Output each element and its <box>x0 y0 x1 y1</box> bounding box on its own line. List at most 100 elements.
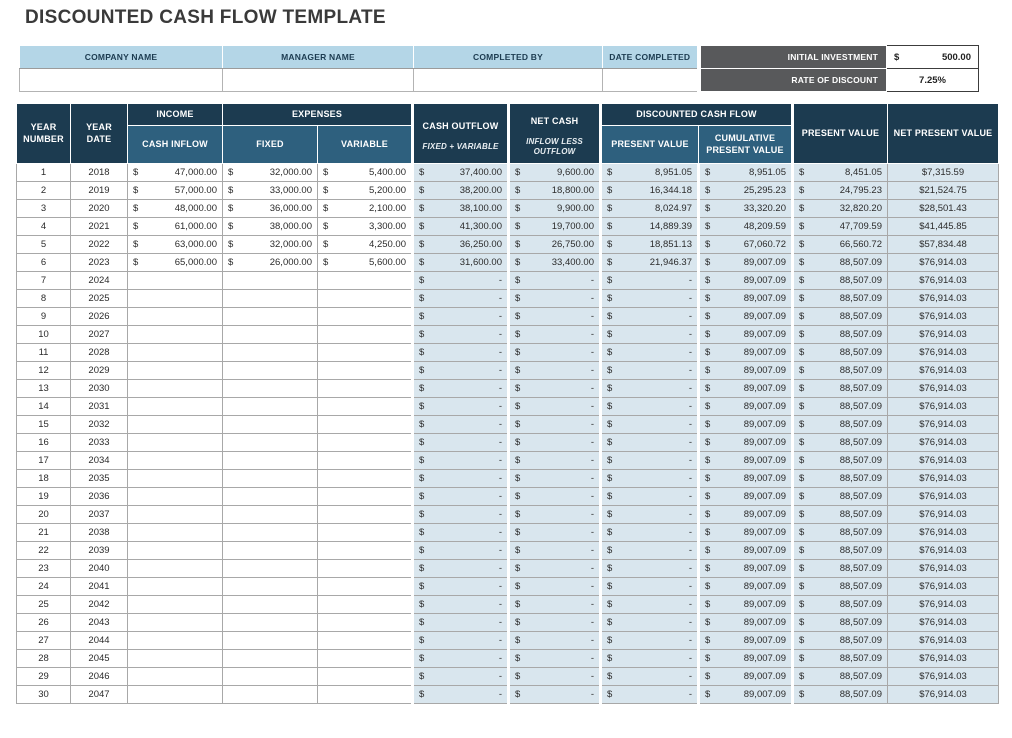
cell-cash-outflow[interactable]: $38,100.00 <box>411 199 509 218</box>
cell-year-number[interactable]: 29 <box>16 667 71 686</box>
cell-net-cash[interactable]: $ - <box>507 613 601 632</box>
cell-dcf-present-value[interactable]: $ - <box>599 415 699 434</box>
cell-cash-inflow[interactable] <box>127 451 223 470</box>
cell-cash-outflow[interactable]: $ - <box>411 325 509 344</box>
cell-cash-outflow[interactable]: $37,400.00 <box>411 163 509 182</box>
cell-cash-inflow[interactable] <box>127 361 223 380</box>
cell-cash-outflow[interactable]: $ - <box>411 415 509 434</box>
cell-dcf-present-value[interactable]: $ - <box>599 469 699 488</box>
cell-variable-expenses[interactable] <box>317 595 413 614</box>
cell-dcf-cumulative[interactable]: $48,209.59 <box>697 217 793 236</box>
cell-dcf-present-value[interactable]: $ - <box>599 289 699 308</box>
cell-present-value[interactable]: $88,507.09 <box>791 325 888 344</box>
cell-cash-outflow[interactable]: $ - <box>411 487 509 506</box>
cell-dcf-present-value[interactable]: $ - <box>599 487 699 506</box>
cell-present-value[interactable]: $88,507.09 <box>791 271 888 290</box>
cell-cash-inflow[interactable] <box>127 307 223 326</box>
cell-fixed-expenses[interactable]: $38,000.00 <box>222 217 318 236</box>
cell-dcf-cumulative[interactable]: $89,007.09 <box>697 469 793 488</box>
cell-cash-inflow[interactable] <box>127 325 223 344</box>
cell-variable-expenses[interactable]: $5,200.00 <box>317 181 413 200</box>
cell-year-date[interactable]: 2018 <box>70 163 128 182</box>
cell-fixed-expenses[interactable] <box>222 523 318 542</box>
cell-cash-outflow[interactable]: $ - <box>411 433 509 452</box>
cell-net-present-value[interactable]: $76,914.03 <box>887 577 999 596</box>
cell-dcf-present-value[interactable]: $ - <box>599 559 699 578</box>
cell-fixed-expenses[interactable] <box>222 433 318 452</box>
cell-year-date[interactable]: 2020 <box>70 199 128 218</box>
cell-fixed-expenses[interactable] <box>222 289 318 308</box>
cell-fixed-expenses[interactable] <box>222 595 318 614</box>
cell-cash-inflow[interactable] <box>127 613 223 632</box>
cell-dcf-present-value[interactable]: $ - <box>599 505 699 524</box>
cell-net-cash[interactable]: $ - <box>507 487 601 506</box>
cell-cash-inflow[interactable] <box>127 649 223 668</box>
cell-dcf-present-value[interactable]: $ - <box>599 523 699 542</box>
cell-dcf-cumulative[interactable]: $89,007.09 <box>697 577 793 596</box>
cell-cash-outflow[interactable]: $41,300.00 <box>411 217 509 236</box>
cell-net-cash[interactable]: $ - <box>507 469 601 488</box>
cell-cash-inflow[interactable]: $48,000.00 <box>127 199 223 218</box>
cell-cash-inflow[interactable] <box>127 505 223 524</box>
cell-dcf-present-value[interactable]: $16,344.18 <box>599 181 699 200</box>
cell-present-value[interactable]: $66,560.72 <box>791 235 888 254</box>
cell-year-date[interactable]: 2033 <box>70 433 128 452</box>
cell-fixed-expenses[interactable]: $33,000.00 <box>222 181 318 200</box>
cell-dcf-present-value[interactable]: $ - <box>599 649 699 668</box>
cell-year-date[interactable]: 2047 <box>70 685 128 704</box>
cell-cash-inflow[interactable] <box>127 415 223 434</box>
cell-variable-expenses[interactable] <box>317 577 413 596</box>
cell-dcf-present-value[interactable]: $14,889.39 <box>599 217 699 236</box>
cell-variable-expenses[interactable] <box>317 523 413 542</box>
cell-variable-expenses[interactable]: $5,600.00 <box>317 253 413 272</box>
cell-fixed-expenses[interactable] <box>222 487 318 506</box>
cell-fixed-expenses[interactable] <box>222 271 318 290</box>
cell-year-number[interactable]: 4 <box>16 217 71 236</box>
cell-fixed-expenses[interactable] <box>222 307 318 326</box>
cell-dcf-cumulative[interactable]: $89,007.09 <box>697 271 793 290</box>
cell-year-date[interactable]: 2032 <box>70 415 128 434</box>
cell-dcf-cumulative[interactable]: $89,007.09 <box>697 289 793 308</box>
cell-year-number[interactable]: 21 <box>16 523 71 542</box>
cell-variable-expenses[interactable] <box>317 379 413 398</box>
cell-net-present-value[interactable]: $76,914.03 <box>887 523 999 542</box>
cell-net-cash[interactable]: $ - <box>507 631 601 650</box>
cell-variable-expenses[interactable] <box>317 307 413 326</box>
cell-net-cash[interactable]: $ - <box>507 559 601 578</box>
cell-dcf-cumulative[interactable]: $89,007.09 <box>697 415 793 434</box>
cell-year-number[interactable]: 13 <box>16 379 71 398</box>
cell-present-value[interactable]: $88,507.09 <box>791 451 888 470</box>
cell-present-value[interactable]: $88,507.09 <box>791 577 888 596</box>
cell-year-date[interactable]: 2043 <box>70 613 128 632</box>
cell-cash-outflow[interactable]: $ - <box>411 595 509 614</box>
cell-present-value[interactable]: $88,507.09 <box>791 433 888 452</box>
cell-year-number[interactable]: 1 <box>16 163 71 182</box>
cell-dcf-present-value[interactable]: $ - <box>599 541 699 560</box>
cell-present-value[interactable]: $88,507.09 <box>791 667 888 686</box>
cell-present-value[interactable]: $88,507.09 <box>791 253 888 272</box>
cell-cash-outflow[interactable]: $ - <box>411 379 509 398</box>
cell-cash-outflow[interactable]: $ - <box>411 685 509 704</box>
cell-fixed-expenses[interactable] <box>222 559 318 578</box>
cell-present-value[interactable]: $88,507.09 <box>791 343 888 362</box>
cell-net-cash[interactable]: $ - <box>507 577 601 596</box>
cell-cash-inflow[interactable]: $61,000.00 <box>127 217 223 236</box>
cell-dcf-cumulative[interactable]: $89,007.09 <box>697 307 793 326</box>
cell-net-present-value[interactable]: $76,914.03 <box>887 667 999 686</box>
cell-net-cash[interactable]: $19,700.00 <box>507 217 601 236</box>
cell-net-present-value[interactable]: $76,914.03 <box>887 541 999 560</box>
cell-year-date[interactable]: 2040 <box>70 559 128 578</box>
cell-net-cash[interactable]: $18,800.00 <box>507 181 601 200</box>
cell-cash-outflow[interactable]: $ - <box>411 631 509 650</box>
cell-fixed-expenses[interactable]: $26,000.00 <box>222 253 318 272</box>
cell-dcf-present-value[interactable]: $ - <box>599 577 699 596</box>
cell-variable-expenses[interactable] <box>317 631 413 650</box>
cell-cash-inflow[interactable]: $57,000.00 <box>127 181 223 200</box>
initial-investment-value[interactable]: $ 500.00 <box>886 45 979 69</box>
cell-cash-outflow[interactable]: $ - <box>411 667 509 686</box>
cell-year-date[interactable]: 2025 <box>70 289 128 308</box>
cell-dcf-present-value[interactable]: $ - <box>599 379 699 398</box>
cell-dcf-cumulative[interactable]: $8,951.05 <box>697 163 793 182</box>
cell-dcf-cumulative[interactable]: $89,007.09 <box>697 451 793 470</box>
cell-net-present-value[interactable]: $76,914.03 <box>887 325 999 344</box>
